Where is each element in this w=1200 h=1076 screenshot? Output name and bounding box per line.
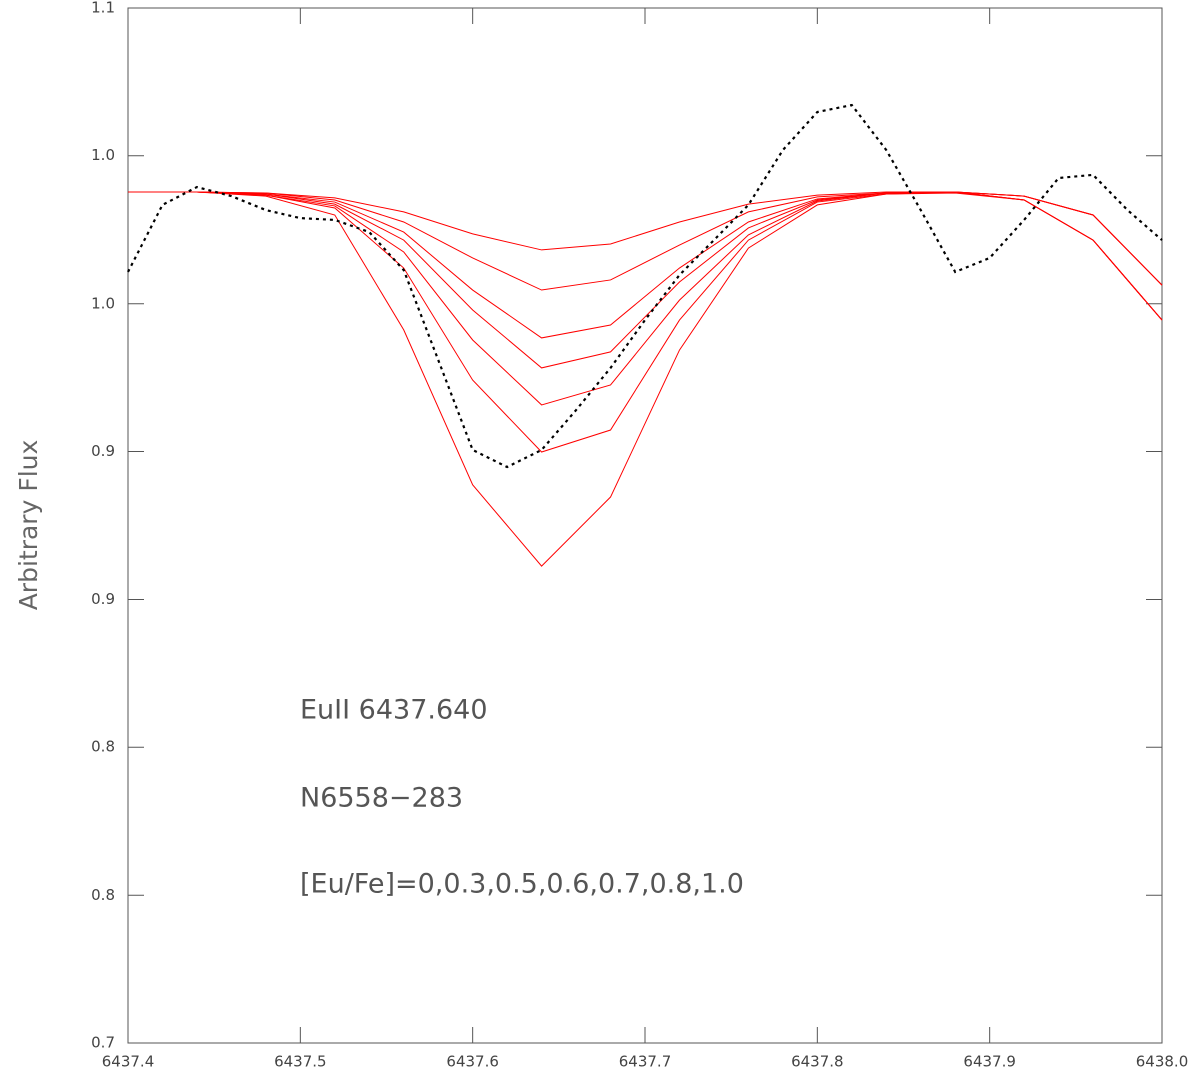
series-line <box>128 191 1163 339</box>
y-tick-label: 0.9 <box>91 442 115 460</box>
y-tick-label: 1.0 <box>91 294 115 312</box>
series-line <box>128 191 1163 369</box>
series-line <box>128 191 1163 567</box>
y-tick-label: 1.0 <box>91 146 115 164</box>
y-tick-label: 0.8 <box>91 738 115 756</box>
y-tick-label: 0.8 <box>91 886 115 904</box>
x-tick-label: 6437.6 <box>446 1053 499 1071</box>
series-line <box>128 191 1163 453</box>
y-tick-label: 0.9 <box>91 590 115 608</box>
series-line <box>127 103 1163 469</box>
x-tick-label: 6437.9 <box>963 1053 1016 1071</box>
series-line <box>128 191 1163 291</box>
x-tick-label: 6437.7 <box>619 1053 672 1071</box>
y-tick-label: 1.1 <box>91 0 115 17</box>
annotation: EuII 6437.640 <box>300 695 488 726</box>
x-tick-label: 6438.0 <box>1136 1053 1189 1071</box>
annotation: N6558−283 <box>300 783 463 814</box>
x-tick-label: 6437.8 <box>791 1053 844 1071</box>
y-tick-label: 0.7 <box>91 1034 115 1052</box>
series-line <box>128 191 1163 406</box>
annotation: [Eu/Fe]=0,0.3,0.5,0.6,0.7,0.8,1.0 <box>300 869 744 900</box>
y-axis-label: Arbitrary Flux <box>14 440 43 611</box>
x-tick-label: 6437.5 <box>274 1053 327 1071</box>
x-tick-label: 6437.4 <box>102 1053 155 1071</box>
